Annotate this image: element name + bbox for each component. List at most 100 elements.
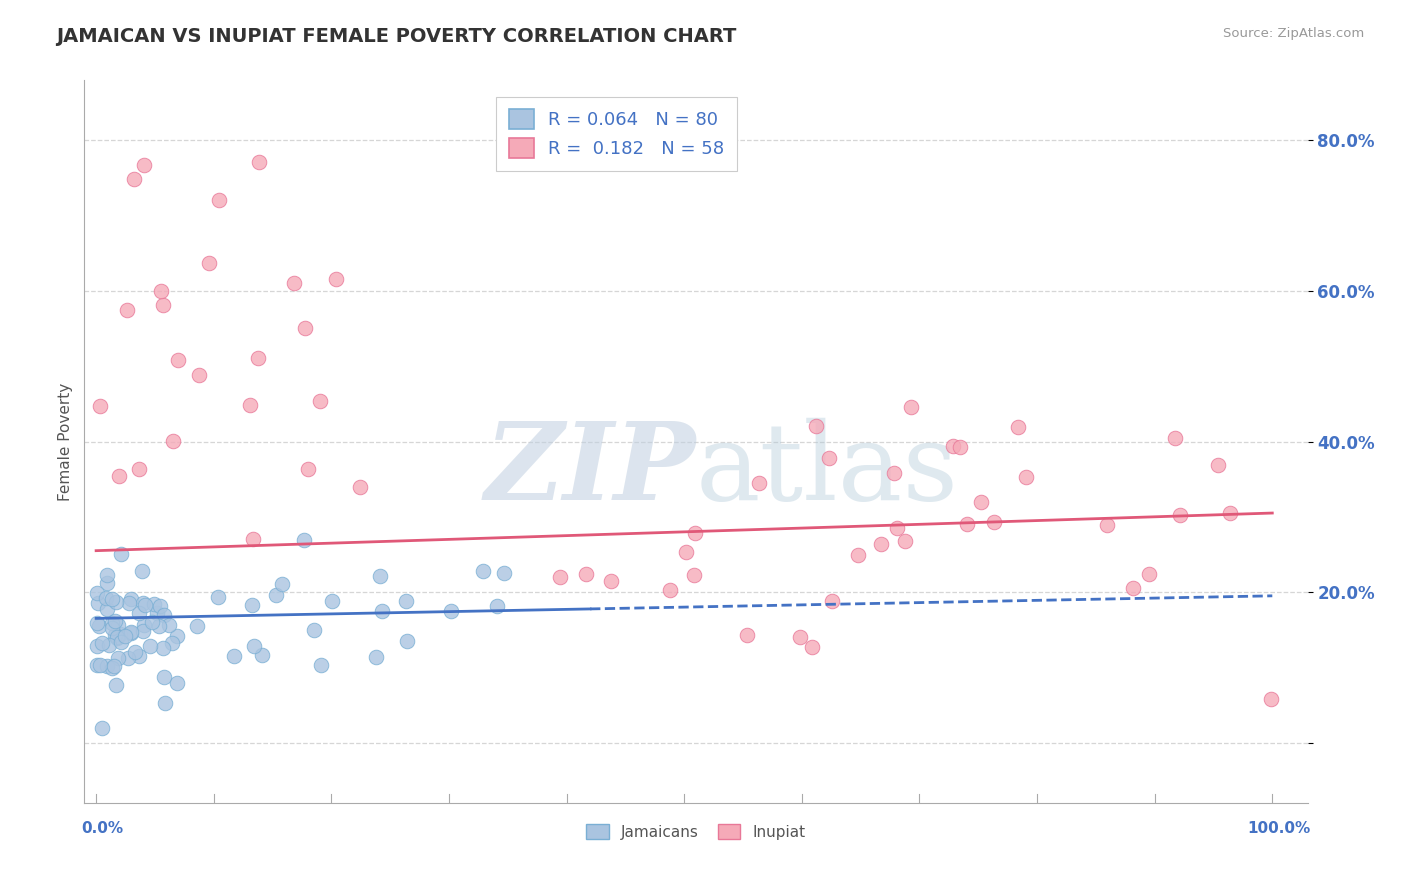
Point	[735, 628, 758, 642]
Point	[471, 564, 494, 578]
Point	[86, 657, 108, 672]
Point	[104, 614, 127, 628]
Point	[128, 606, 150, 620]
Point	[132, 596, 155, 610]
Y-axis label: Female Poverty: Female Poverty	[58, 383, 73, 500]
Point	[682, 568, 704, 582]
Point	[120, 625, 142, 640]
Text: atlas: atlas	[696, 417, 959, 523]
Point	[124, 645, 146, 659]
Point	[207, 591, 229, 605]
Point	[659, 582, 682, 597]
Point	[131, 564, 153, 578]
Point	[1206, 458, 1229, 472]
Point	[294, 533, 316, 548]
Point	[371, 604, 394, 618]
Point	[105, 631, 128, 645]
Point	[134, 598, 156, 612]
Text: 0.0%: 0.0%	[82, 822, 124, 837]
Point	[101, 591, 124, 606]
Point	[166, 675, 188, 690]
Text: 100.0%: 100.0%	[1247, 822, 1310, 837]
Point	[132, 624, 155, 638]
Point	[120, 591, 142, 606]
Point	[264, 588, 287, 602]
Point	[675, 545, 697, 559]
Point	[108, 626, 131, 640]
Point	[395, 594, 418, 608]
Point	[86, 585, 108, 599]
Point	[821, 593, 844, 607]
Point	[117, 596, 139, 610]
Point	[128, 462, 150, 476]
Point	[107, 469, 129, 483]
Point	[98, 638, 121, 652]
Point	[110, 635, 132, 649]
Point	[548, 570, 571, 584]
Point	[1260, 692, 1282, 706]
Text: Source: ZipAtlas.com: Source: ZipAtlas.com	[1223, 27, 1364, 40]
Point	[283, 276, 305, 290]
Point	[309, 658, 332, 673]
Point	[970, 495, 993, 509]
Point	[105, 630, 128, 644]
Point	[949, 440, 972, 454]
Point	[141, 615, 163, 629]
Point	[120, 625, 142, 640]
Point	[364, 650, 387, 665]
Point	[115, 303, 138, 318]
Point	[101, 616, 124, 631]
Point	[96, 576, 118, 591]
Point	[187, 368, 209, 382]
Point	[167, 353, 190, 368]
Point	[494, 566, 516, 580]
Point	[150, 284, 173, 298]
Point	[240, 598, 263, 612]
Point	[870, 537, 893, 551]
Point	[247, 351, 270, 365]
Point	[294, 321, 316, 335]
Point	[368, 569, 391, 583]
Point	[747, 476, 769, 491]
Point	[148, 619, 170, 633]
Point	[804, 419, 827, 434]
Point	[224, 648, 246, 663]
Point	[900, 401, 922, 415]
Point	[86, 639, 108, 653]
Point	[153, 669, 176, 683]
Point	[89, 658, 111, 673]
Point	[1007, 419, 1029, 434]
Point	[153, 696, 176, 710]
Text: JAMAICAN VS INUPIAT FEMALE POVERTY CORRELATION CHART: JAMAICAN VS INUPIAT FEMALE POVERTY CORRE…	[56, 27, 737, 45]
Point	[87, 596, 110, 610]
Point	[574, 566, 596, 581]
Point	[101, 621, 124, 635]
Point	[486, 599, 509, 614]
Point	[302, 623, 325, 637]
Point	[162, 636, 184, 650]
Point	[956, 517, 979, 532]
Point	[983, 515, 1005, 529]
Point	[87, 619, 110, 633]
Point	[96, 659, 118, 673]
Point	[153, 608, 176, 623]
Point	[252, 648, 274, 662]
Point	[104, 628, 127, 642]
Point	[134, 159, 156, 173]
Point	[91, 636, 114, 650]
Point	[96, 568, 118, 582]
Point	[142, 597, 165, 611]
Point	[149, 599, 172, 613]
Point	[817, 451, 839, 466]
Point	[396, 634, 419, 648]
Point	[166, 629, 188, 643]
Point	[800, 640, 823, 655]
Point	[89, 399, 111, 413]
Point	[91, 721, 114, 735]
Point	[86, 615, 108, 630]
Point	[1163, 431, 1185, 445]
Point	[122, 172, 145, 186]
Point	[100, 661, 122, 675]
Point	[683, 525, 706, 540]
Point	[132, 618, 155, 632]
